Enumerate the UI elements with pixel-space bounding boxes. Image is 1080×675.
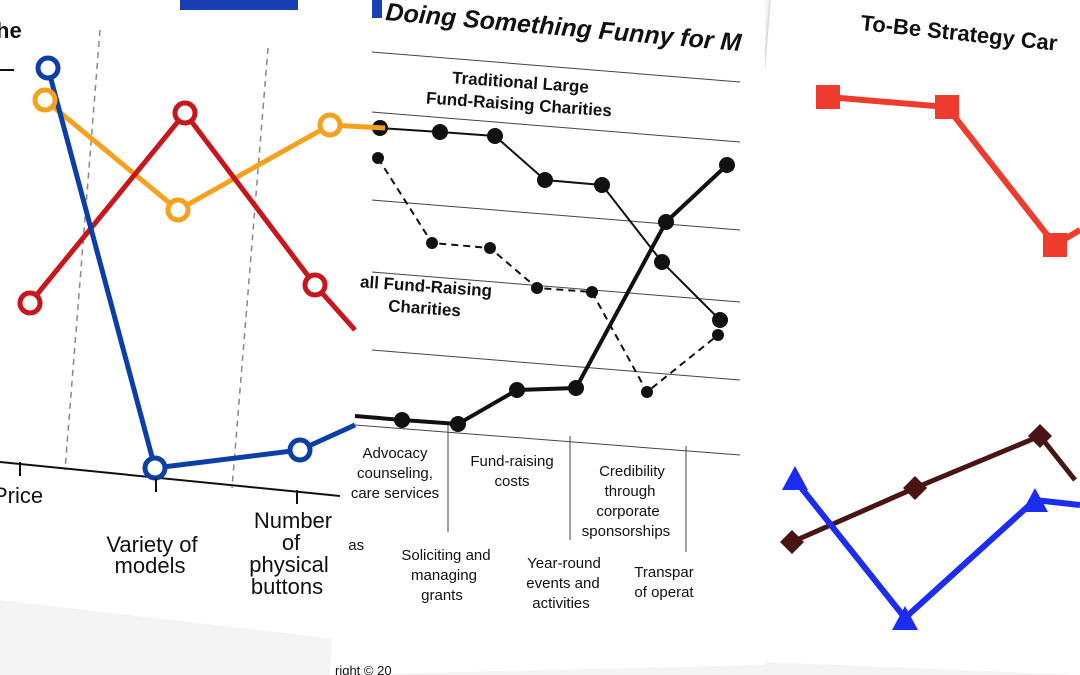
blue-line (45, 67, 357, 471)
brown-markers (780, 424, 1052, 554)
panel-2-bg (330, 0, 765, 675)
axis-label: Year-round (527, 555, 601, 572)
panel-1-tab (180, 0, 298, 10)
blue-markers (782, 466, 1048, 630)
grid (354, 51, 741, 552)
red-marker (935, 95, 959, 119)
red-line (28, 108, 357, 332)
axis-label: care services (351, 485, 439, 502)
axis-label: grants (421, 587, 463, 604)
axis-label: Price (0, 483, 43, 508)
red-marker (816, 85, 840, 109)
panel-3-bg (715, 0, 1080, 675)
dividers (64, 29, 269, 489)
axis-labels: Price Variety of models Number of physic… (0, 483, 332, 599)
axis-label: Advocacy (362, 445, 428, 462)
panel-1: he Price Variety of models Number of phy… (0, 0, 386, 640)
axis-label: activities (532, 595, 590, 612)
axis-labels: Advocacy counseling, care services Fund-… (340, 445, 695, 612)
brown-line (790, 432, 1077, 545)
axis-label: costs (494, 473, 529, 490)
axis-label: corporate (596, 503, 659, 520)
orange-line (43, 98, 386, 214)
axis-label: models (115, 553, 186, 578)
x-axis (0, 461, 341, 497)
axis-label: counseling, (357, 465, 433, 482)
red-line (827, 94, 1080, 249)
axis-label: physical (249, 552, 328, 577)
axis-label: sponsorships (582, 523, 670, 540)
axis-label: Variety of (106, 532, 198, 557)
axis-label: of operat (634, 584, 694, 601)
panel-2-tab (372, 0, 382, 18)
axis-label: Credibility (599, 463, 665, 480)
panel-3: To-Be Strategy Car (714, 0, 1080, 675)
panel-1-title: he (0, 18, 22, 43)
copyright: right © 20 (335, 663, 392, 675)
red-marker (1043, 233, 1067, 257)
axis-label: managing (411, 567, 477, 584)
axis-label: Fund-raising (470, 453, 553, 470)
axis-label: events and (526, 575, 599, 592)
axis-label: Transpar (634, 564, 693, 581)
axis-label: Soliciting and (401, 547, 490, 564)
panel-1-bg (0, 0, 365, 640)
panel-2: Doing Something Funny for M Traditional … (330, 0, 765, 675)
axis-label: of (282, 530, 301, 555)
axis-label: Number (254, 508, 332, 533)
x-ticks (19, 462, 298, 504)
axis-label: through (605, 483, 656, 500)
axis-label: buttons (251, 574, 323, 599)
markers (372, 120, 735, 432)
blue-line (792, 478, 1080, 623)
